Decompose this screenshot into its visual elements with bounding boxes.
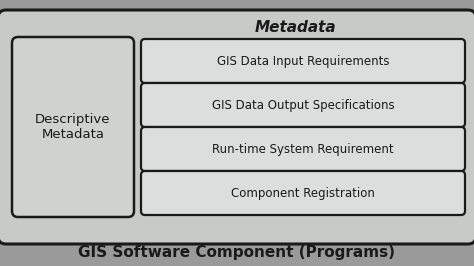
FancyBboxPatch shape <box>141 127 465 171</box>
Text: GIS Data Input Requirements: GIS Data Input Requirements <box>217 55 389 68</box>
Text: Run-time System Requirement: Run-time System Requirement <box>212 143 394 156</box>
FancyBboxPatch shape <box>141 39 465 83</box>
FancyBboxPatch shape <box>12 37 134 217</box>
Text: GIS Data Output Specifications: GIS Data Output Specifications <box>212 98 394 111</box>
Text: Descriptive
Metadata: Descriptive Metadata <box>35 113 111 141</box>
FancyBboxPatch shape <box>141 171 465 215</box>
FancyBboxPatch shape <box>141 83 465 127</box>
Text: Metadata: Metadata <box>254 20 336 35</box>
FancyBboxPatch shape <box>0 10 474 244</box>
Text: GIS Software Component (Programs): GIS Software Component (Programs) <box>79 244 395 260</box>
Text: Component Registration: Component Registration <box>231 186 375 200</box>
